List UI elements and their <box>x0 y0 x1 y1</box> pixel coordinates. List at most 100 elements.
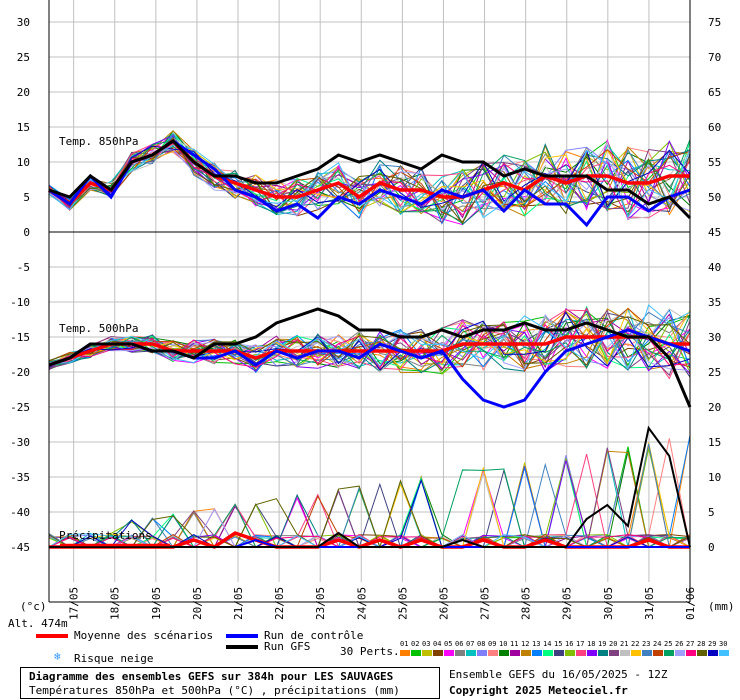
pert-color-cell <box>400 650 410 656</box>
pert-number: 08 <box>477 640 486 648</box>
legend-perts: 30 Perts. <box>340 645 400 658</box>
pert-number: 16 <box>565 640 574 648</box>
pert-color-cell <box>477 650 487 656</box>
right-tick-label: 30 <box>708 331 721 344</box>
left-tick-label: -45 <box>10 541 30 554</box>
pert-number: 02 <box>411 640 420 648</box>
left-tick-label: 15 <box>17 121 30 134</box>
run-info: Ensemble GEFS du 16/05/2025 - 12Z <box>449 668 668 681</box>
date-tick-label: 19/05 <box>150 587 163 620</box>
perturbation-lines <box>48 130 691 549</box>
legend-control: Run de contrôle <box>264 629 364 642</box>
date-tick-label: 22/05 <box>273 587 286 620</box>
left-tick-label: -40 <box>10 506 30 519</box>
pert-color-cell <box>521 650 531 656</box>
pert-number: 23 <box>642 640 651 648</box>
legend-mean: Moyenne des scénarios <box>74 629 214 642</box>
pert-number: 03 <box>422 640 431 648</box>
series-precip-line <box>49 425 691 548</box>
right-tick-label: 0 <box>708 541 715 554</box>
left-tick-label: 25 <box>17 51 30 64</box>
left-tick-label: 5 <box>23 191 30 204</box>
date-tick-label: 29/05 <box>561 587 574 620</box>
right-tick-label: 75 <box>708 16 721 29</box>
pert-number: 05 <box>444 640 453 648</box>
grid <box>49 0 691 582</box>
pert-color-cell <box>422 650 432 656</box>
pert-color-cell <box>609 650 619 656</box>
pert-color-cell <box>466 650 476 656</box>
copyright: Copyright 2025 Meteociel.fr <box>449 684 628 697</box>
right-tick-label: 65 <box>708 86 721 99</box>
pert-color-cell <box>444 650 454 656</box>
right-tick-label: 40 <box>708 261 721 274</box>
pert-color-cell <box>499 650 509 656</box>
right-tick-label: 10 <box>708 471 721 484</box>
pert-number: 28 <box>697 640 706 648</box>
pert-color-cell <box>532 650 542 656</box>
altitude: Alt. 474m <box>8 617 68 630</box>
pert-color-cell <box>488 650 498 656</box>
right-tick-label: 70 <box>708 51 721 64</box>
date-tick-label: 21/05 <box>232 587 245 620</box>
pert-color-cell <box>565 650 575 656</box>
series-t500-line <box>48 307 692 408</box>
pert-color-cell <box>719 650 729 656</box>
pert-color-cell <box>543 650 553 656</box>
date-tick-label: 01/06 <box>684 587 697 620</box>
pert-color-cell <box>675 650 685 656</box>
pert-number: 21 <box>620 640 629 648</box>
right-tick-label: 5 <box>708 506 715 519</box>
right-tick-label: 20 <box>708 401 721 414</box>
pert-number: 04 <box>433 640 442 648</box>
pert-color-cell <box>576 650 586 656</box>
right-tick-label: 55 <box>708 156 721 169</box>
panel-label-t500: Temp. 500hPa <box>59 322 138 335</box>
left-tick-label: -25 <box>10 401 30 414</box>
pert-number: 25 <box>664 640 673 648</box>
pert-color-cell <box>455 650 465 656</box>
pert-number: 13 <box>532 640 541 648</box>
perturbation-line <box>48 145 691 208</box>
date-tick-label: 26/05 <box>437 587 450 620</box>
pert-number: 29 <box>708 640 717 648</box>
pert-color-cell <box>433 650 443 656</box>
date-tick-label: 24/05 <box>355 587 368 620</box>
date-tick-label: 23/05 <box>314 587 327 620</box>
pert-number: 18 <box>587 640 596 648</box>
date-tick-label: 28/05 <box>520 587 533 620</box>
gfs-swatch <box>226 645 258 649</box>
pert-color-cell <box>620 650 630 656</box>
pert-number: 15 <box>554 640 563 648</box>
pert-number: 09 <box>488 640 497 648</box>
title-box: Diagramme des ensembles GEFS sur 384h po… <box>20 667 440 699</box>
left-tick-label: 10 <box>17 156 30 169</box>
right-unit: (mm) <box>708 600 735 613</box>
pert-number: 26 <box>675 640 684 648</box>
legend-snow: Risque neige <box>74 652 154 665</box>
pert-number: 14 <box>543 640 552 648</box>
right-tick-label: 35 <box>708 296 721 309</box>
chart-subtitle: Températures 850hPa et 500hPa (°C) , pré… <box>29 684 400 697</box>
legend-gfs: Run GFS <box>264 640 311 653</box>
date-tick-label: 20/05 <box>191 587 204 620</box>
pert-color-cell <box>664 650 674 656</box>
perturbation-line <box>48 140 691 215</box>
date-tick-label: 17/05 <box>68 587 81 620</box>
pert-color-cell <box>686 650 696 656</box>
pert-number: 11 <box>510 640 519 648</box>
control-swatch <box>226 634 258 638</box>
mean-swatch <box>36 634 68 638</box>
pert-number: 17 <box>576 640 585 648</box>
right-tick-label: 45 <box>708 226 721 239</box>
left-tick-label: -10 <box>10 296 30 309</box>
pert-number: 20 <box>609 640 618 648</box>
panel-label-t850: Temp. 850hPa <box>59 135 138 148</box>
pert-color-cell <box>642 650 652 656</box>
right-tick-label: 60 <box>708 121 721 134</box>
chart-title: Diagramme des ensembles GEFS sur 384h po… <box>29 670 394 683</box>
left-tick-label: -30 <box>10 436 30 449</box>
series-t850-line <box>48 139 692 220</box>
